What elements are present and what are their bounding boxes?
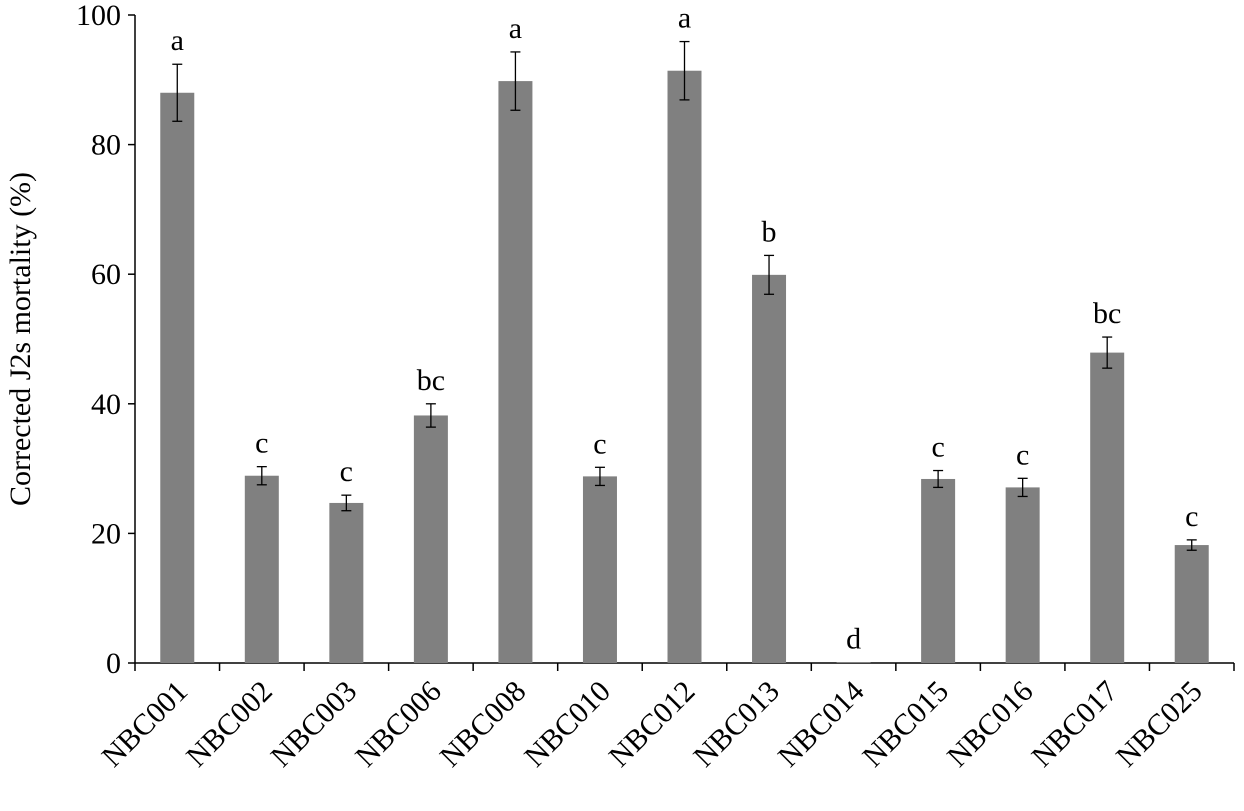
y-tick-label: 100 — [76, 0, 121, 32]
significance-label: c — [1016, 438, 1029, 471]
bar-nbc008 — [498, 81, 533, 663]
error-bar-nbc025 — [1186, 539, 1197, 551]
error-bar-nbc013 — [764, 254, 775, 295]
error-bar-nbc008 — [510, 51, 521, 111]
y-axis-ticks: 0 20 40 60 80 100 — [76, 0, 135, 680]
x-axis-tick-labels: NBC001NBC002NBC003NBC006NBC008NBC010NBC0… — [95, 675, 1208, 774]
error-bars — [172, 40, 1197, 551]
x-tick-label: NBC025 — [1110, 675, 1209, 774]
bar-nbc012 — [667, 70, 702, 663]
x-tick-label: NBC010 — [518, 675, 617, 774]
bar-nbc017 — [1090, 352, 1125, 663]
significance-label: c — [340, 455, 353, 488]
axes — [134, 15, 1235, 671]
significance-label: c — [931, 431, 944, 464]
error-bar-nbc015 — [933, 469, 944, 489]
significance-label: b — [762, 215, 777, 248]
y-tick-label: 20 — [91, 517, 121, 550]
significance-label: a — [509, 12, 522, 45]
y-tick-label: 40 — [91, 388, 121, 421]
error-bar-nbc002 — [256, 466, 267, 486]
error-bar-nbc001 — [172, 63, 183, 122]
significance-label: c — [593, 427, 606, 460]
x-tick-label: NBC012 — [603, 675, 702, 774]
significance-label: bc — [417, 364, 445, 397]
bar-nbc016 — [1005, 487, 1040, 663]
bar-nbc014 — [836, 662, 871, 663]
x-tick-label: NBC014 — [772, 675, 871, 774]
x-tick-label: NBC015 — [856, 675, 955, 774]
x-tick-label: NBC003 — [265, 675, 364, 774]
bar-nbc013 — [752, 274, 787, 663]
significance-label: bc — [1093, 297, 1121, 330]
x-tick-label: NBC016 — [941, 675, 1040, 774]
significance-label: d — [846, 622, 861, 655]
x-tick-label: NBC017 — [1025, 675, 1124, 774]
significance-label: c — [1185, 500, 1198, 533]
significance-label: a — [678, 2, 691, 35]
bar-nbc025 — [1174, 545, 1209, 663]
error-bar-nbc012 — [679, 40, 690, 101]
bar-nbc002 — [244, 475, 279, 663]
bar-nbc001 — [160, 92, 195, 663]
bars — [160, 70, 1209, 663]
x-tick-label: NBC013 — [687, 675, 786, 774]
error-bar-nbc017 — [1102, 336, 1113, 369]
y-axis-label: Corrected J2s mortality (%) — [4, 172, 37, 506]
x-tick-label: NBC002 — [180, 675, 279, 774]
bar-nbc010 — [582, 476, 617, 663]
y-tick-label: 80 — [91, 129, 121, 162]
error-bar-nbc010 — [594, 466, 605, 487]
bar-nbc006 — [413, 415, 448, 663]
bar-nbc003 — [329, 502, 364, 663]
x-tick-label: NBC008 — [434, 675, 533, 774]
y-axis-label-group: Corrected J2s mortality (%) — [4, 172, 37, 506]
significance-label: c — [255, 427, 268, 460]
y-tick-label: 60 — [91, 258, 121, 291]
bar-nbc015 — [921, 478, 956, 663]
significance-label: a — [171, 24, 184, 57]
error-bar-nbc003 — [341, 494, 352, 512]
significance-labels: a c c bc a c a b d c c bc c — [171, 2, 1199, 656]
x-tick-label: NBC001 — [95, 675, 194, 774]
error-bar-nbc006 — [425, 403, 436, 428]
x-tick-label: NBC006 — [349, 675, 448, 774]
error-bar-nbc016 — [1017, 477, 1028, 498]
y-tick-label: 0 — [106, 647, 121, 680]
